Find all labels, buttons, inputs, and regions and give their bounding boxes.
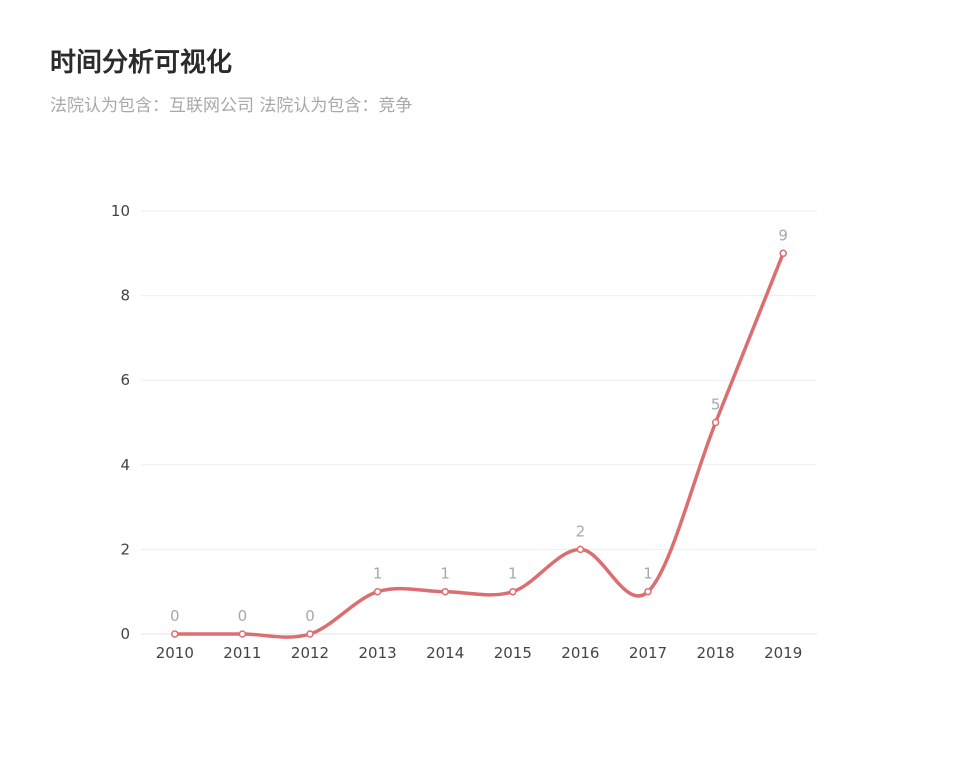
data-point[interactable] (238, 630, 247, 638)
y-tick-label: 2 (120, 540, 130, 558)
data-label: 9 (778, 226, 788, 244)
data-label: 1 (440, 565, 450, 583)
data-point[interactable] (171, 630, 179, 638)
x-tick-label: 2017 (629, 644, 667, 662)
data-label: 5 (711, 396, 721, 414)
x-tick-label: 2018 (697, 644, 735, 662)
data-point[interactable] (441, 587, 449, 596)
y-tick-label: 8 (120, 287, 130, 305)
y-tick-label: 4 (120, 456, 130, 474)
chart-title: 时间分析可视化 (50, 48, 233, 78)
x-tick-label: 2010 (156, 644, 194, 662)
data-label: 1 (643, 565, 653, 583)
x-tick-label: 2019 (764, 644, 802, 662)
data-point[interactable] (373, 587, 382, 596)
series-line-layer (173, 251, 785, 639)
data-label: 1 (508, 565, 518, 583)
y-tick-label: 0 (120, 625, 130, 643)
data-points (171, 249, 787, 638)
data-point[interactable] (306, 630, 314, 638)
data-point[interactable] (576, 545, 585, 554)
data-labels: 0 0 0 1 1 1 2 1 5 9 (170, 226, 788, 625)
y-tick-label: 10 (111, 202, 130, 220)
data-point[interactable] (509, 587, 517, 596)
x-tick-label: 2016 (561, 644, 599, 662)
chart-subtitle: 法院认为包含：互联网公司 法院认为包含：竞争 (50, 96, 413, 116)
x-tick-label: 2014 (426, 644, 464, 662)
data-point[interactable] (779, 249, 787, 258)
y-axis-tick-labels: 0 2 4 6 8 10 (111, 202, 130, 643)
x-tick-label: 2013 (359, 644, 397, 662)
y-tick-label: 6 (120, 371, 130, 389)
x-axis-tick-labels: 2010 2011 2012 2013 2014 2015 2016 2017 2018 2019 (156, 644, 803, 662)
data-point[interactable] (711, 418, 720, 427)
series-line (173, 251, 785, 639)
data-label: 2 (576, 522, 586, 540)
data-label: 1 (373, 565, 383, 583)
x-tick-label: 2012 (291, 644, 329, 662)
data-label: 0 (170, 607, 180, 625)
grid-lines (141, 210, 817, 635)
data-label: 0 (305, 607, 315, 625)
data-point[interactable] (644, 587, 652, 596)
x-tick-label: 2015 (494, 644, 532, 662)
x-tick-label: 2011 (223, 644, 261, 662)
data-label: 0 (238, 607, 248, 625)
